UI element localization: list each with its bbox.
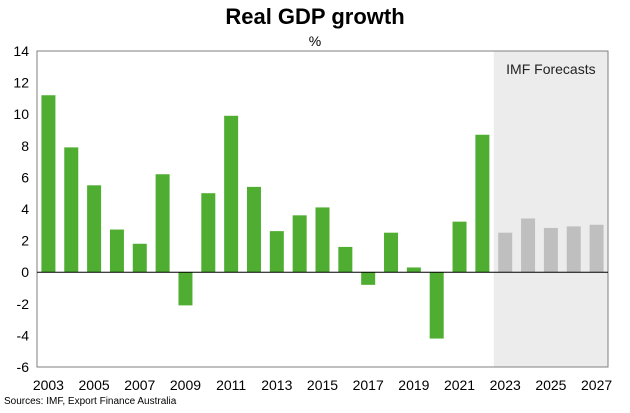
- bar-2013: [269, 231, 284, 273]
- x-tick-label: 2015: [307, 377, 338, 393]
- y-tick-label: 8: [21, 138, 29, 154]
- bar-2005: [87, 185, 102, 273]
- bar-2003: [41, 95, 56, 273]
- bar-2007: [132, 243, 147, 273]
- bar-2016: [338, 246, 353, 273]
- y-tick-label: 10: [13, 106, 29, 122]
- bar-2027: [589, 224, 604, 273]
- x-tick-label: 2023: [490, 377, 521, 393]
- x-tick-label: 2011: [216, 377, 246, 393]
- x-tick-label: 2003: [33, 377, 64, 393]
- y-tick-label: 6: [21, 169, 29, 185]
- bar-2023: [498, 232, 513, 273]
- forecast-band: [493, 51, 608, 367]
- bar-2010: [201, 193, 216, 273]
- bar-2021: [452, 221, 467, 273]
- bar-2022: [475, 134, 490, 273]
- x-tick-label: 2021: [444, 377, 475, 393]
- x-tick-label: 2009: [170, 377, 201, 393]
- bar-2012: [246, 186, 261, 273]
- bar-2009: [178, 272, 193, 306]
- bar-2024: [521, 218, 536, 273]
- bar-2018: [384, 232, 399, 273]
- y-tick-label: -6: [17, 359, 30, 375]
- x-tick-label: 2019: [398, 377, 429, 393]
- bar-2008: [155, 174, 170, 273]
- chart-title: Real GDP growth: [225, 4, 405, 29]
- x-tick-label: 2013: [261, 377, 292, 393]
- unit-label: %: [308, 33, 322, 49]
- x-tick-label: 2007: [124, 377, 155, 393]
- y-tick-label: 12: [13, 75, 29, 91]
- bar-2020: [429, 272, 444, 339]
- y-tick-label: -2: [17, 296, 30, 312]
- plot-frame: [36, 50, 609, 368]
- y-tick-label: -4: [17, 327, 30, 343]
- bar-2011: [224, 115, 239, 273]
- x-tick-label: 2005: [79, 377, 110, 393]
- source-note: Sources: IMF, Export Finance Australia: [4, 396, 177, 407]
- y-tick-label: 0: [21, 264, 29, 280]
- x-tick-label: 2025: [535, 377, 566, 393]
- y-tick-label: 4: [21, 201, 29, 217]
- bar-2014: [292, 215, 307, 273]
- forecast-label: IMF Forecasts: [506, 61, 595, 77]
- bar-2017: [361, 272, 376, 285]
- y-tick-label: 2: [21, 233, 29, 249]
- bar-2019: [406, 267, 421, 273]
- bar-2015: [315, 207, 330, 273]
- bar-2006: [109, 229, 124, 273]
- x-tick-label: 2027: [581, 377, 612, 393]
- x-tick-label: 2017: [353, 377, 384, 393]
- bar-2026: [566, 226, 581, 273]
- bar-2004: [64, 147, 79, 273]
- bar-2025: [543, 227, 558, 273]
- y-tick-label: 14: [13, 43, 29, 59]
